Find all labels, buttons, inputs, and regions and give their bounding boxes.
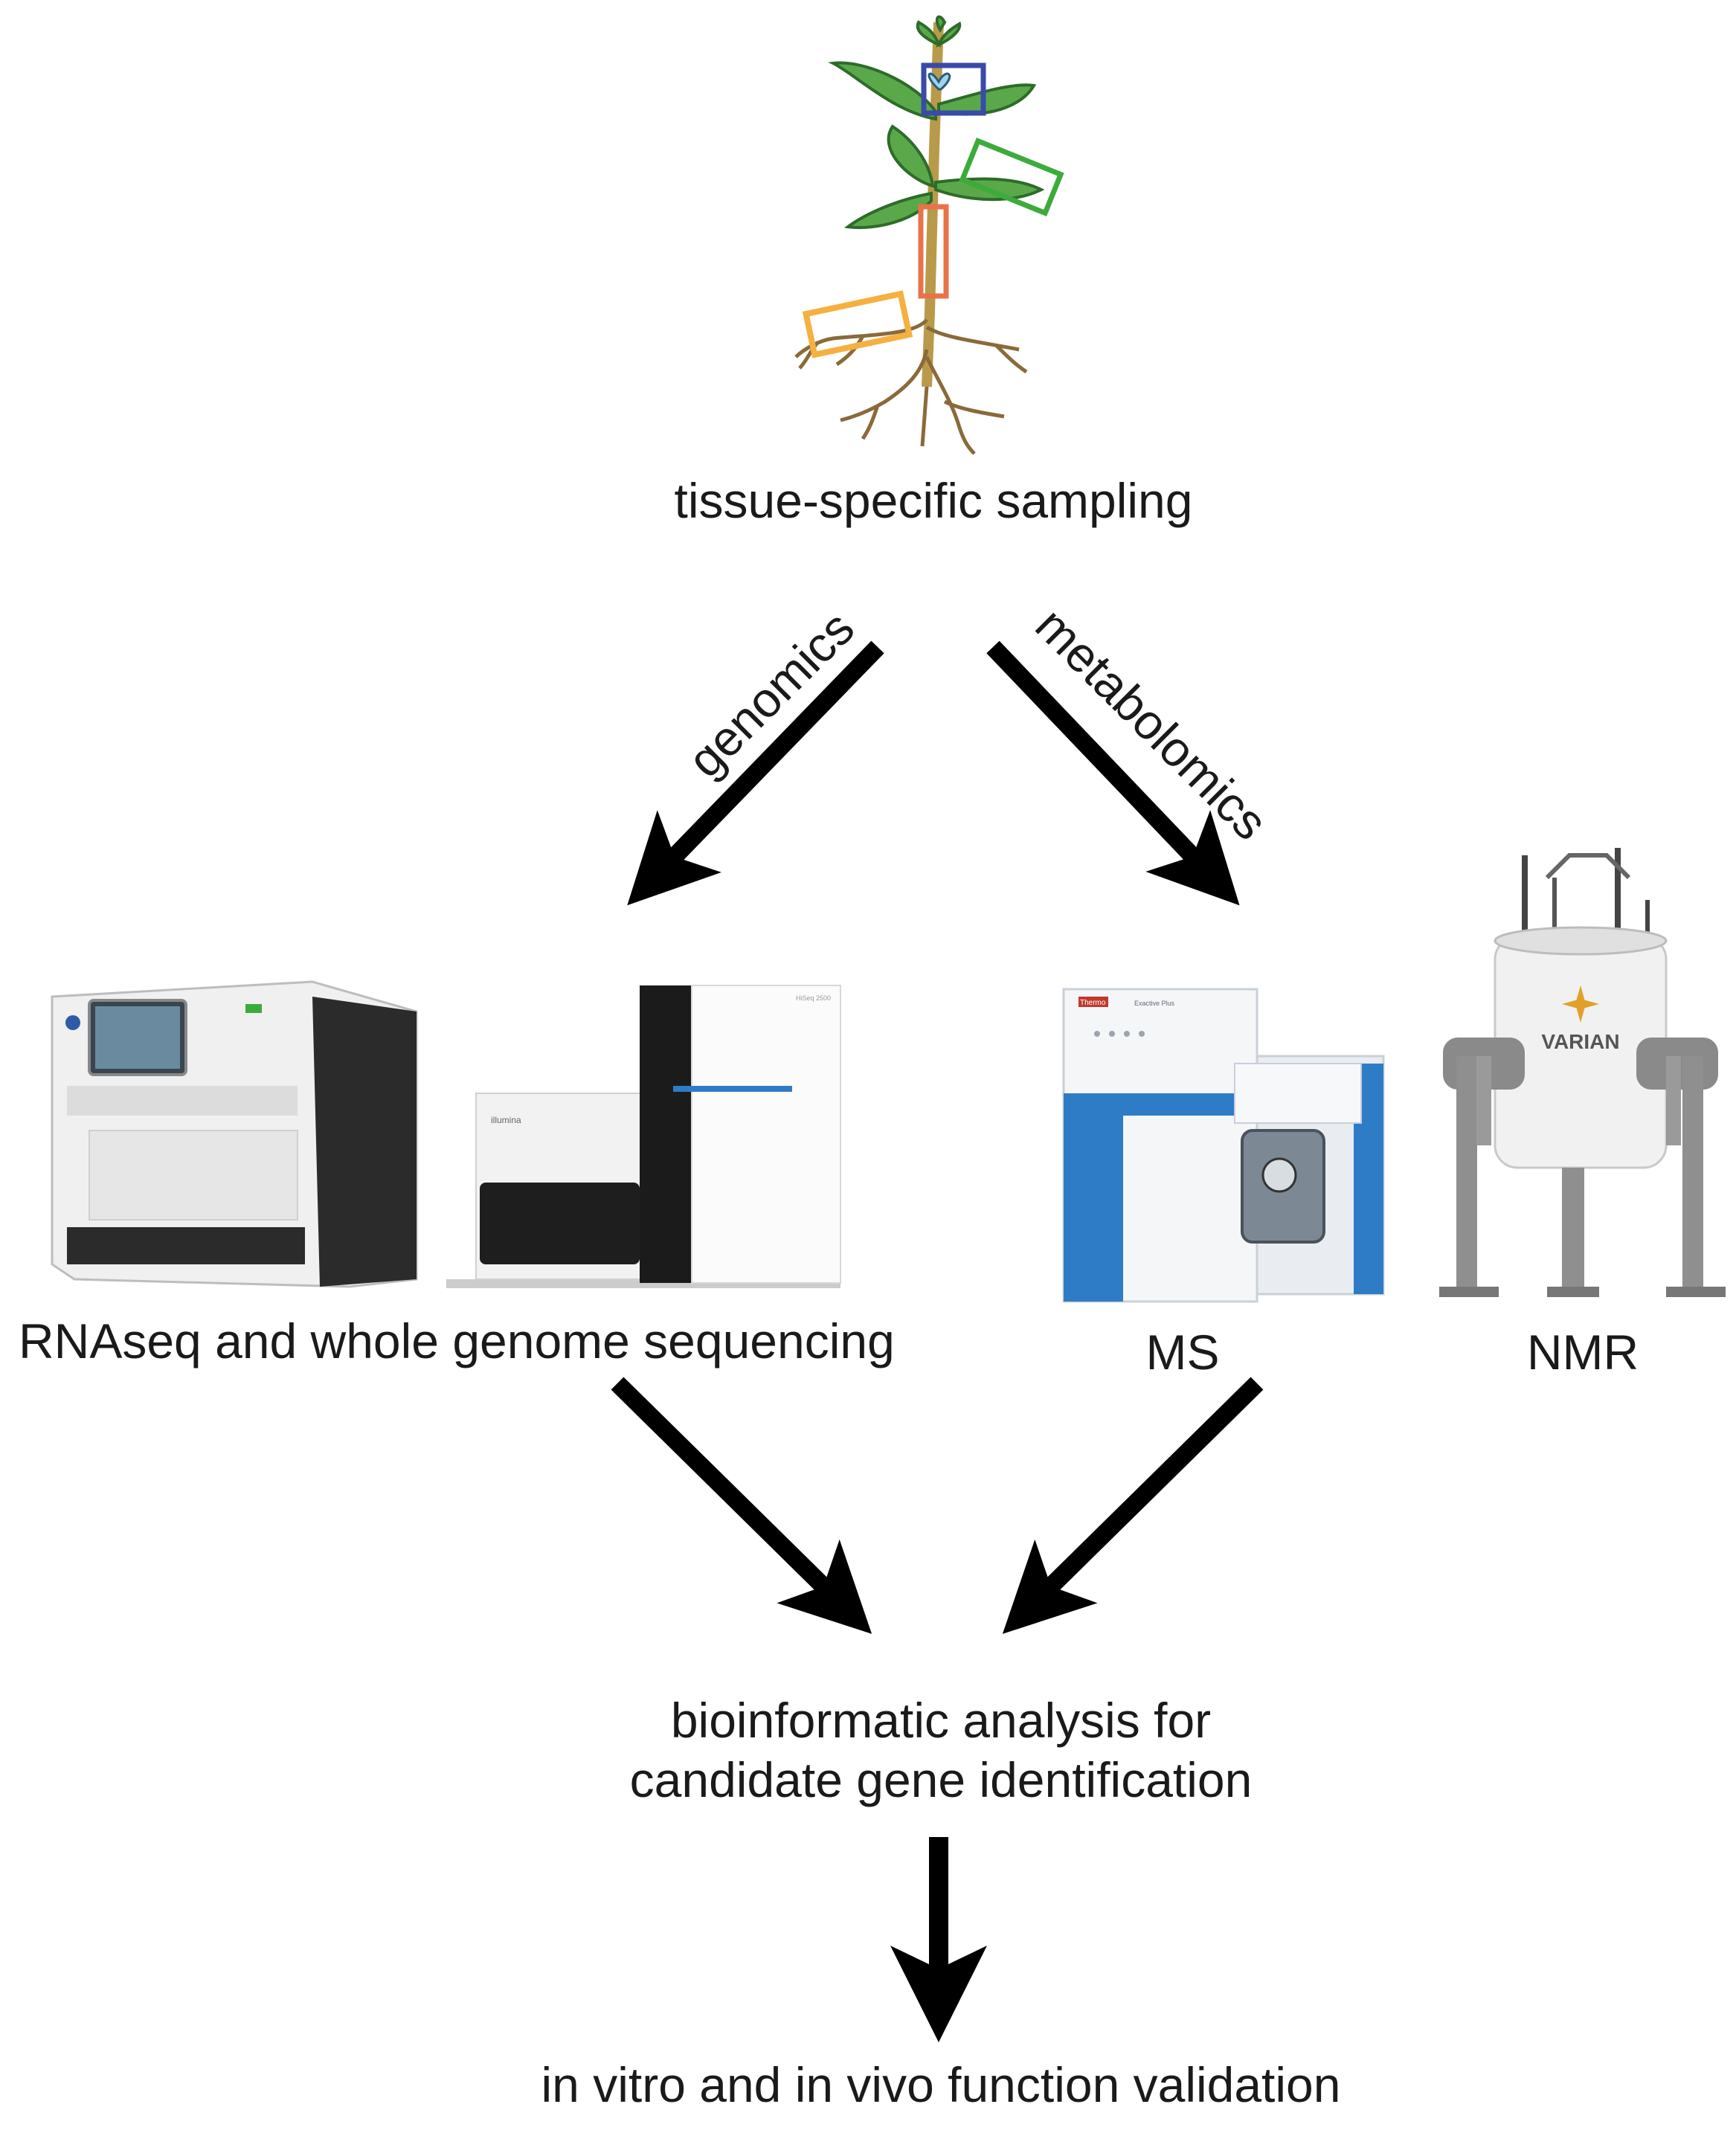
illumina-logo: illumina [491,1115,521,1125]
svg-text:Thermo: Thermo [1080,999,1106,1007]
sequencer-illumina: illumina HiSeq 2500 [446,985,841,1288]
svg-text:HiSeq 2500: HiSeq 2500 [796,994,831,1002]
svg-text:VARIAN: VARIAN [1541,1030,1619,1053]
validation-label: in vitro and in vivo function validation [541,2057,1341,2112]
nmr-label: NMR [1526,1325,1639,1380]
sequencing-label: RNAseq and whole genome sequencing [19,1313,895,1368]
nmr-magnet: VARIAN [1439,848,1726,1297]
arrow-metabolomics [986,640,1240,906]
arrow-sequencing-to-bioinfo [611,1377,872,1634]
svg-text:Exactive Plus: Exactive Plus [1134,1000,1175,1007]
mass-spectrometer: Thermo Exactive Plus [1062,988,1385,1303]
arrow-ms-to-bioinfo [1002,1377,1264,1634]
ms-label: MS [1145,1325,1220,1380]
sequencer-pacbio [51,980,418,1288]
sampling-label: tissue-specific sampling [674,473,1193,528]
stem-sample-box [918,204,949,299]
bioinformatics-label-line2: candidate gene identification [629,1752,1253,1807]
varian-logo [1562,985,1599,1023]
root-sample-box [802,290,913,358]
arrow-genomics [627,640,884,906]
bioinformatics-label-line1: bioinformatic analysis for [670,1693,1212,1748]
leaf-sample-box [959,138,1064,216]
flower-sample-box [921,62,986,116]
